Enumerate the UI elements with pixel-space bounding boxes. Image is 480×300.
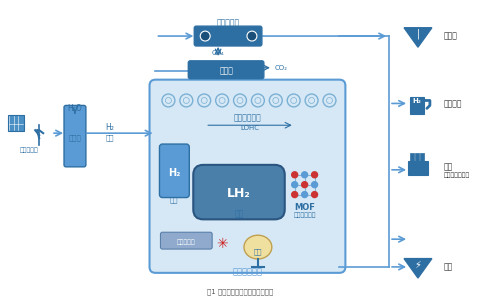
Text: 压缩: 压缩 xyxy=(170,196,179,203)
FancyBboxPatch shape xyxy=(159,144,189,198)
Text: ✳: ✳ xyxy=(216,237,228,251)
Circle shape xyxy=(292,192,298,198)
Bar xyxy=(420,153,424,161)
Text: 电力: 电力 xyxy=(444,262,453,272)
FancyBboxPatch shape xyxy=(150,80,346,273)
Text: 纳米材料吸收: 纳米材料吸收 xyxy=(293,213,316,218)
Ellipse shape xyxy=(244,235,272,259)
Circle shape xyxy=(247,31,257,41)
Circle shape xyxy=(312,192,318,198)
Text: CO₂: CO₂ xyxy=(275,65,288,71)
Polygon shape xyxy=(404,259,432,278)
FancyBboxPatch shape xyxy=(409,97,424,114)
Text: 天然气管道: 天然气管道 xyxy=(216,19,240,28)
Circle shape xyxy=(301,172,308,178)
Text: LOHC: LOHC xyxy=(240,125,260,131)
Circle shape xyxy=(200,31,210,41)
Text: |: | xyxy=(416,29,420,39)
Text: 工业: 工业 xyxy=(444,162,453,171)
Text: 液态有机储氢: 液态有机储氢 xyxy=(234,114,262,123)
FancyBboxPatch shape xyxy=(194,26,262,46)
Text: MOF: MOF xyxy=(294,203,315,212)
Text: H₂: H₂ xyxy=(412,98,421,104)
Text: 移动加注: 移动加注 xyxy=(444,99,462,108)
Circle shape xyxy=(292,172,298,178)
Circle shape xyxy=(312,182,318,188)
Text: 电解槽: 电解槽 xyxy=(69,135,81,141)
FancyBboxPatch shape xyxy=(160,232,212,249)
Circle shape xyxy=(301,192,308,198)
FancyBboxPatch shape xyxy=(188,61,264,79)
Text: （化工、冶金）: （化工、冶金） xyxy=(444,172,470,178)
Text: 可再生能源: 可再生能源 xyxy=(20,147,38,153)
Text: 甲烷化: 甲烷化 xyxy=(219,66,233,75)
Text: 液化: 液化 xyxy=(234,209,244,218)
Text: LH₂: LH₂ xyxy=(227,187,251,200)
Text: 氢气: 氢气 xyxy=(106,135,114,141)
Circle shape xyxy=(292,182,298,188)
Text: 图1 氢储运技术的产业链应用示意: 图1 氢储运技术的产业链应用示意 xyxy=(207,288,273,295)
Circle shape xyxy=(301,182,308,188)
Text: 金属氢化物: 金属氢化物 xyxy=(177,239,196,245)
Text: 存储解决方案: 存储解决方案 xyxy=(233,267,263,276)
Text: H₂O: H₂O xyxy=(68,104,83,113)
Polygon shape xyxy=(404,28,432,47)
Text: ⚡: ⚡ xyxy=(415,260,421,270)
FancyBboxPatch shape xyxy=(193,165,285,219)
FancyBboxPatch shape xyxy=(64,105,86,167)
Text: CH₄: CH₄ xyxy=(212,50,225,56)
Bar xyxy=(410,153,414,161)
FancyBboxPatch shape xyxy=(8,115,24,131)
Bar xyxy=(415,153,419,161)
Circle shape xyxy=(312,172,318,178)
Bar xyxy=(408,161,428,175)
Text: H₂: H₂ xyxy=(168,168,180,178)
Text: 加热源: 加热源 xyxy=(444,32,458,40)
Text: 盐洞: 盐洞 xyxy=(253,249,262,255)
Text: H₂: H₂ xyxy=(105,123,114,132)
